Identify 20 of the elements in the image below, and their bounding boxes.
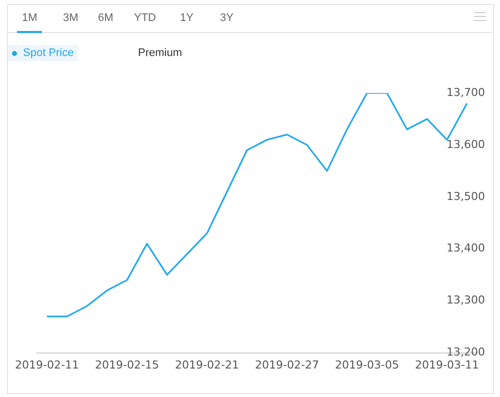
text: YTD (134, 12, 156, 24)
x-tick-label: 2019-03-05 (335, 358, 399, 372)
x-tick-label: 2019-02-21 (175, 358, 239, 372)
x-tick-label: 2019-03-11 (415, 358, 479, 372)
text: 3Y (220, 12, 234, 24)
y-tick-label: 13,300 (446, 294, 485, 307)
text: 1Y (180, 12, 194, 24)
y-tick-label: 13,400 (446, 242, 485, 255)
x-tick-label: 2019-02-27 (255, 358, 319, 372)
y-tick-label: 13,700 (446, 86, 485, 99)
y-tick-label: 13,500 (446, 190, 485, 203)
y-tick-label: 13,600 (446, 138, 485, 151)
text: 6M (98, 12, 114, 24)
text: 1M (17, 12, 42, 33)
x-tick-label: 2019-02-11 (15, 358, 79, 372)
text: 3M (63, 12, 78, 24)
y-tick-label: 13,200 (446, 346, 485, 359)
legend-label: Spot Price (23, 47, 74, 59)
x-tick-label: 2019-02-15 (95, 358, 159, 372)
text: Premium (138, 47, 182, 59)
